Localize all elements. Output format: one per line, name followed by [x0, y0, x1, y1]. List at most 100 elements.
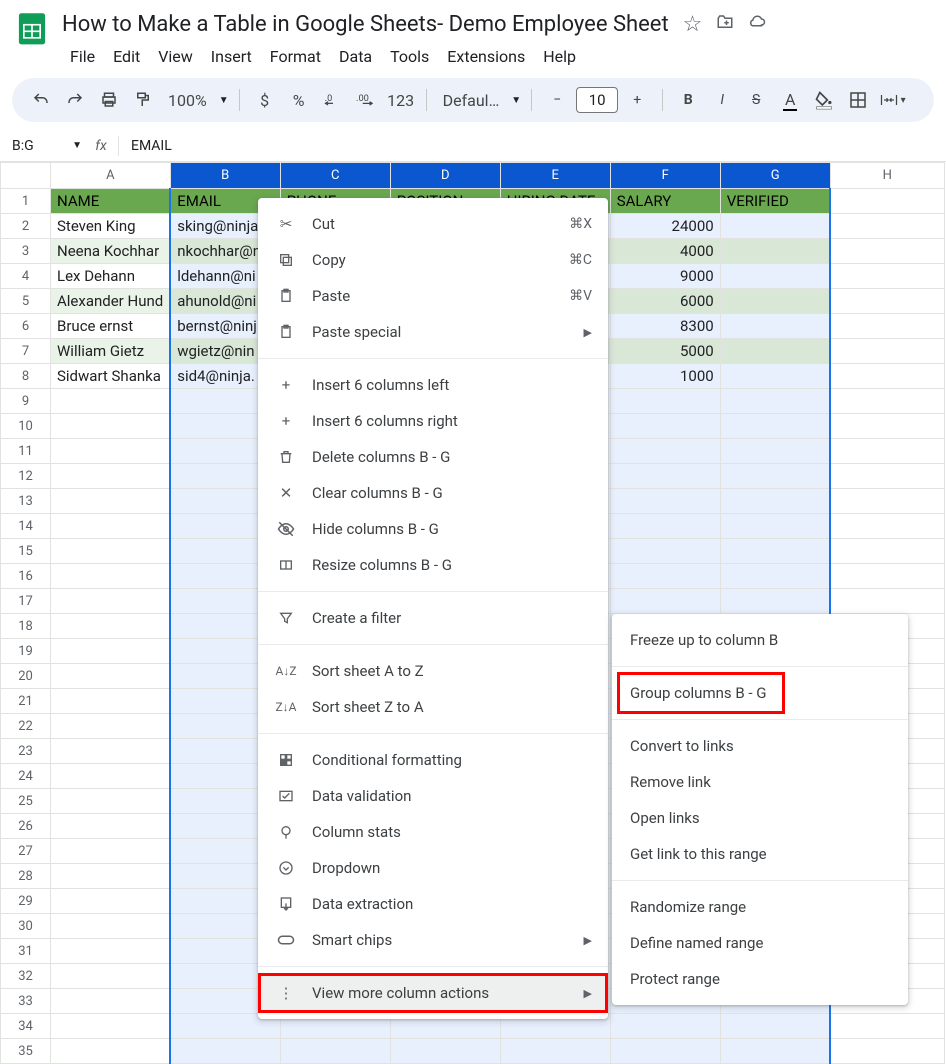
ctx-sort-za[interactable]: Z↓ASort sheet Z to A: [258, 689, 608, 725]
cell[interactable]: [610, 439, 720, 464]
ctx-cut[interactable]: ✂Cut⌘X: [258, 206, 608, 242]
cell[interactable]: [51, 789, 171, 814]
cell[interactable]: [830, 239, 944, 264]
rowhdr[interactable]: 18: [1, 614, 51, 639]
rowhdr[interactable]: 1: [1, 189, 51, 214]
cell[interactable]: [830, 289, 944, 314]
cell[interactable]: [51, 964, 171, 989]
rowhdr[interactable]: 28: [1, 864, 51, 889]
ctx-randomize[interactable]: Randomize range: [612, 889, 908, 925]
colhdr-H[interactable]: H: [830, 163, 944, 189]
cell[interactable]: [610, 1039, 720, 1064]
cell[interactable]: [170, 1039, 280, 1064]
ctx-smart-chips[interactable]: Smart chips▶: [258, 922, 608, 958]
fontsize-input[interactable]: 10: [576, 87, 618, 113]
cell[interactable]: 4000: [610, 239, 720, 264]
cell[interactable]: 8300: [610, 314, 720, 339]
cell[interactable]: Alexander Hund: [51, 289, 171, 314]
ctx-filter[interactable]: Create a filter: [258, 600, 608, 636]
cell[interactable]: William Gietz: [51, 339, 171, 364]
cell[interactable]: [720, 239, 830, 264]
rowhdr[interactable]: 6: [1, 314, 51, 339]
cell[interactable]: [830, 214, 944, 239]
colhdr-F[interactable]: F: [610, 163, 720, 189]
ctx-copy[interactable]: Copy⌘C: [258, 242, 608, 278]
cell[interactable]: [830, 439, 944, 464]
ctx-sort-az[interactable]: A↓ZSort sheet A to Z: [258, 653, 608, 689]
rowhdr[interactable]: 14: [1, 514, 51, 539]
cell[interactable]: [51, 714, 171, 739]
cell[interactable]: [720, 364, 830, 389]
cell[interactable]: [51, 914, 171, 939]
fontsize-minus[interactable]: −: [542, 85, 572, 115]
ctx-data-validation[interactable]: Data validation: [258, 778, 608, 814]
print-icon[interactable]: [94, 85, 124, 115]
text-color-icon[interactable]: A: [775, 85, 805, 115]
rowhdr[interactable]: 4: [1, 264, 51, 289]
ctx-protect[interactable]: Protect range: [612, 961, 908, 997]
rowhdr[interactable]: 19: [1, 639, 51, 664]
colhdr-E[interactable]: E: [500, 163, 610, 189]
cell[interactable]: [830, 564, 944, 589]
ctx-convert-links[interactable]: Convert to links: [612, 728, 908, 764]
ctx-clear[interactable]: ✕Clear columns B - G: [258, 475, 608, 511]
merge-icon[interactable]: ▾: [877, 85, 907, 115]
cell[interactable]: [51, 864, 171, 889]
menu-edit[interactable]: Edit: [105, 43, 148, 70]
cell[interactable]: [830, 514, 944, 539]
ctx-open-links[interactable]: Open links: [612, 800, 908, 836]
cell[interactable]: [51, 639, 171, 664]
menu-help[interactable]: Help: [535, 43, 584, 70]
cell[interactable]: [830, 264, 944, 289]
cell[interactable]: [51, 739, 171, 764]
cell[interactable]: [720, 464, 830, 489]
cell[interactable]: [830, 339, 944, 364]
rowhdr[interactable]: 17: [1, 589, 51, 614]
colhdr-C[interactable]: C: [280, 163, 390, 189]
cell[interactable]: [720, 489, 830, 514]
cell[interactable]: [720, 314, 830, 339]
fontsize-plus[interactable]: +: [622, 85, 652, 115]
ctx-group[interactable]: Group columns B - G: [612, 675, 908, 711]
rowhdr[interactable]: 35: [1, 1039, 51, 1064]
menu-file[interactable]: File: [62, 43, 103, 70]
ctx-cond-format[interactable]: Conditional formatting: [258, 742, 608, 778]
rowhdr[interactable]: 31: [1, 939, 51, 964]
rowhdr[interactable]: 30: [1, 914, 51, 939]
cell[interactable]: [51, 664, 171, 689]
rowhdr[interactable]: 21: [1, 689, 51, 714]
cell[interactable]: [51, 464, 171, 489]
menu-insert[interactable]: Insert: [203, 43, 260, 70]
cell[interactable]: Steven King: [51, 214, 171, 239]
ctx-paste[interactable]: Paste⌘V: [258, 278, 608, 314]
bold-icon[interactable]: B: [673, 85, 703, 115]
rowhdr[interactable]: 32: [1, 964, 51, 989]
zoom-select[interactable]: 100%▼: [162, 91, 229, 110]
cell[interactable]: [720, 264, 830, 289]
cell[interactable]: [830, 489, 944, 514]
ctx-dropdown[interactable]: Dropdown: [258, 850, 608, 886]
cell[interactable]: [610, 564, 720, 589]
name-box[interactable]: B:G▼: [12, 138, 90, 154]
ctx-insert-left[interactable]: +Insert 6 columns left: [258, 367, 608, 403]
cell[interactable]: [51, 889, 171, 914]
borders-icon[interactable]: [843, 85, 873, 115]
rowhdr[interactable]: 13: [1, 489, 51, 514]
cell[interactable]: [51, 589, 171, 614]
rowhdr[interactable]: 7: [1, 339, 51, 364]
fill-color-icon[interactable]: [809, 85, 839, 115]
rowhdr[interactable]: 20: [1, 664, 51, 689]
rowhdr[interactable]: 10: [1, 414, 51, 439]
ctx-delete[interactable]: Delete columns B - G: [258, 439, 608, 475]
move-icon[interactable]: [716, 12, 734, 37]
rowhdr[interactable]: 27: [1, 839, 51, 864]
rowhdr[interactable]: 16: [1, 564, 51, 589]
cell[interactable]: [720, 514, 830, 539]
cell[interactable]: 24000: [610, 214, 720, 239]
rowhdr[interactable]: 9: [1, 389, 51, 414]
cell[interactable]: [830, 1039, 944, 1064]
colhdr-A[interactable]: A: [51, 163, 171, 189]
rowhdr[interactable]: 23: [1, 739, 51, 764]
rowhdr[interactable]: 2: [1, 214, 51, 239]
ctx-paste-special[interactable]: Paste special▶: [258, 314, 608, 350]
